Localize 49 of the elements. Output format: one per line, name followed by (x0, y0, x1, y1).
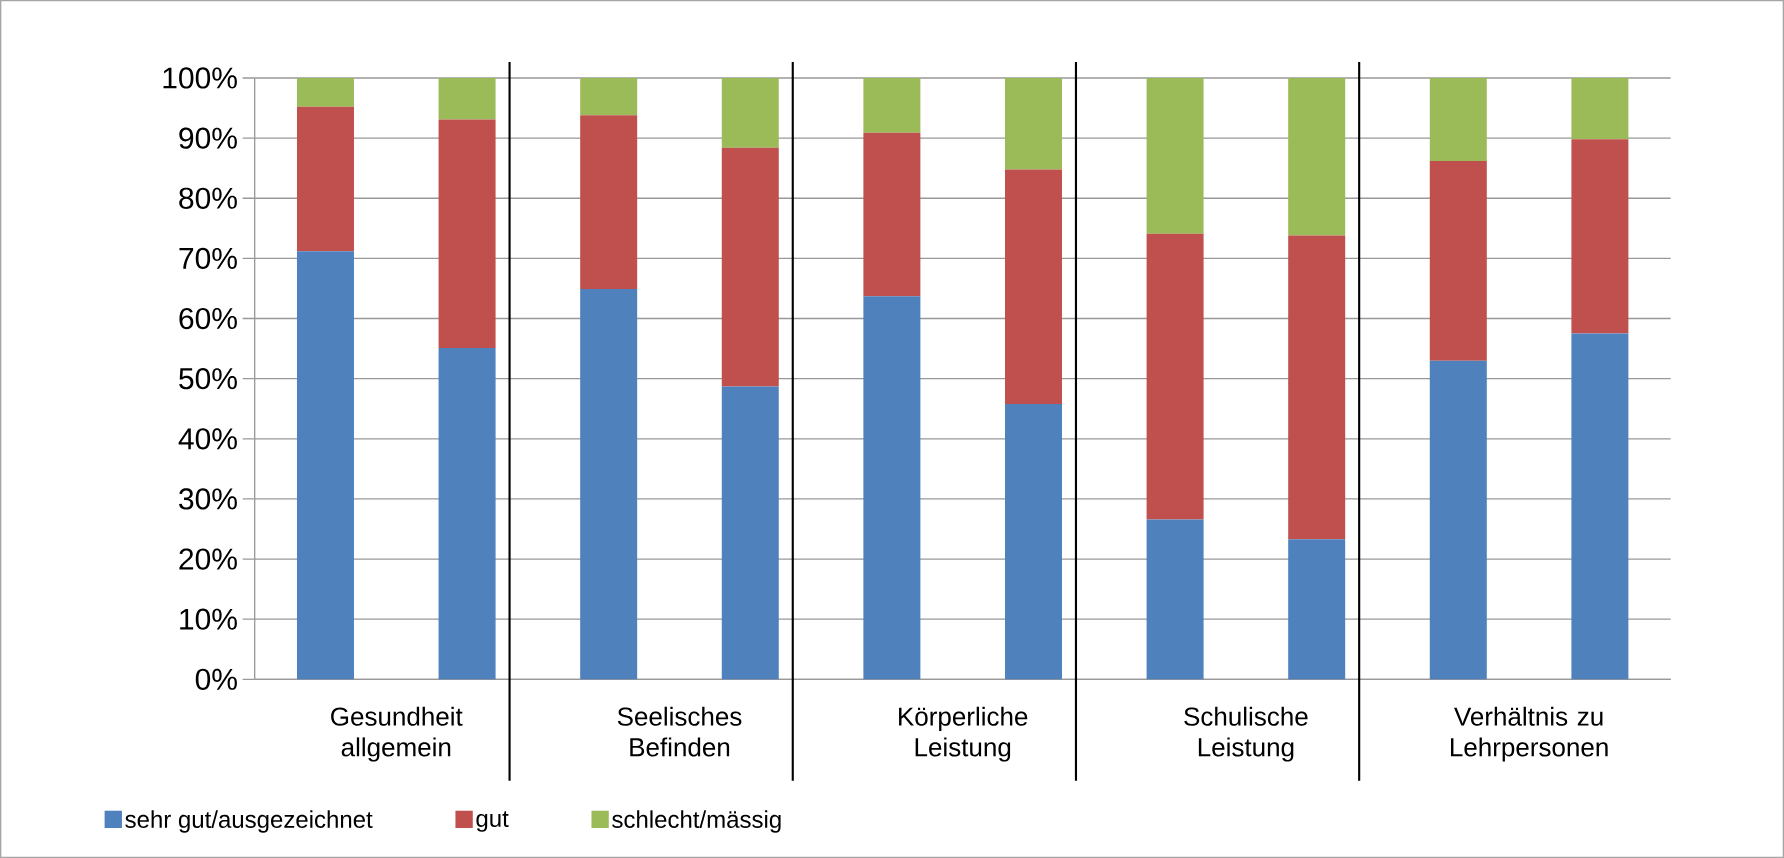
bar (1288, 235, 1346, 540)
bar (1288, 78, 1346, 236)
y-tick-label: 60% (179, 307, 237, 330)
x-tick-label: Verhältnis zu Lehrpersonen (1451, 706, 1608, 762)
bar (296, 106, 354, 252)
legend-label: gut (476, 811, 509, 832)
bar (1146, 233, 1204, 520)
y-tick-label: 100% (163, 67, 237, 89)
x-tick-label: Seelisches Befinden (617, 706, 742, 757)
y-tick-label: 40% (178, 428, 237, 450)
bar (580, 78, 638, 116)
y-tick-label: 30% (179, 488, 237, 510)
bar (1004, 169, 1062, 404)
legend-label: sehr gut/ausgezeichnet (125, 810, 373, 833)
bar (580, 115, 638, 290)
bar (863, 296, 921, 680)
bar (1571, 139, 1629, 334)
y-tick-label: 70% (179, 247, 237, 270)
bar (721, 386, 779, 680)
y-tick-label: 90% (179, 127, 237, 149)
legend-label: schlecht/mässig (612, 810, 781, 833)
y-tick-label: 80% (179, 187, 237, 209)
bar (296, 251, 354, 680)
x-tick-label: Körperliche Leistung (899, 706, 1028, 762)
bar (580, 289, 638, 680)
bar (721, 78, 779, 148)
bar (1004, 78, 1062, 170)
bar (1288, 539, 1346, 680)
y-tick-label: 50% (179, 368, 237, 390)
x-tick-label: Gesundheit allgemein (331, 706, 463, 762)
bar (1146, 519, 1204, 680)
y-tick-label: 0% (195, 668, 237, 690)
bar (438, 348, 496, 680)
bar (1429, 160, 1487, 361)
bar (1146, 78, 1204, 234)
x-tick-label: Schulische Leistung (1184, 706, 1308, 762)
bar (1571, 78, 1629, 140)
bar (296, 78, 354, 107)
y-tick-label: 20% (179, 548, 237, 570)
bar (863, 132, 921, 297)
bar (438, 78, 496, 120)
bar (1004, 403, 1062, 680)
bar (1571, 333, 1629, 680)
bar (1429, 360, 1487, 680)
bar (863, 78, 921, 133)
bar (1429, 78, 1487, 161)
bar (438, 119, 496, 348)
bar (721, 147, 779, 387)
y-tick-label: 10% (180, 608, 237, 630)
